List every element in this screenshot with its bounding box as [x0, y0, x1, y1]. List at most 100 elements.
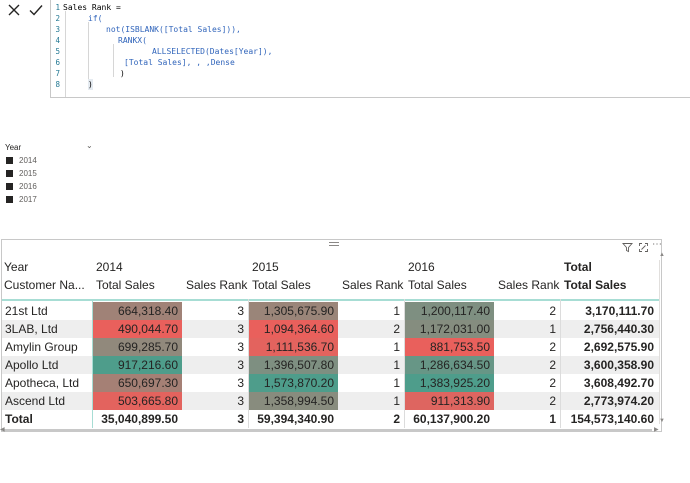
- line-number: 5: [55, 47, 60, 56]
- measure-header-total-sales[interactable]: Total Sales: [96, 278, 155, 292]
- total-sales-sum[interactable]: 59,394,340.90: [257, 412, 334, 426]
- row-label-customer[interactable]: Apotheca, Ltd: [5, 376, 80, 390]
- cell-grand-total[interactable]: 2,773,974.20: [583, 394, 654, 408]
- cell-sales-rank[interactable]: 3: [237, 340, 244, 354]
- cell-total-sales[interactable]: 911,313.90: [404, 392, 494, 410]
- cell-total-sales[interactable]: 490,044.70: [92, 320, 182, 338]
- slicer-item-2017[interactable]: 2017: [6, 193, 37, 205]
- cell-total-sales[interactable]: 699,285.70: [92, 338, 182, 356]
- total-sales-sum[interactable]: 35,040,899.50: [101, 412, 178, 426]
- total-sales-rank[interactable]: 1: [549, 412, 556, 426]
- checkbox-icon[interactable]: [6, 169, 13, 177]
- cell-total-sales[interactable]: 1,383,925.20: [404, 374, 494, 392]
- cell-sales-rank[interactable]: 1: [393, 394, 400, 408]
- cell-sales-rank[interactable]: 2: [393, 322, 400, 336]
- checkbox-icon[interactable]: [6, 182, 13, 190]
- cell-total-sales[interactable]: 1,094,364.60: [248, 320, 338, 338]
- close-icon[interactable]: [6, 2, 22, 18]
- row-label-customer[interactable]: Ascend Ltd: [5, 394, 66, 408]
- grand-total-value[interactable]: 154,573,140.60: [570, 412, 654, 426]
- total-sales-rank[interactable]: 2: [393, 412, 400, 426]
- checkbox-icon[interactable]: [6, 156, 13, 164]
- cell-sales-rank[interactable]: 1: [393, 376, 400, 390]
- cell-sales-rank[interactable]: 3: [237, 376, 244, 390]
- line-number: 7: [55, 69, 60, 78]
- more-options-icon[interactable]: ⋯: [652, 239, 662, 250]
- cell-total-sales[interactable]: 881,753.50: [404, 338, 494, 356]
- slicer-item-2014[interactable]: 2014: [6, 154, 37, 166]
- cell-sales-rank[interactable]: 3: [237, 322, 244, 336]
- drag-handle-icon[interactable]: [328, 241, 340, 247]
- focus-mode-icon[interactable]: [638, 242, 649, 253]
- table-row[interactable]: Amylin Group 699,285.70 3 1,111,536.70 1 881,…: [2, 338, 660, 356]
- cell-sales-rank[interactable]: 2: [549, 394, 556, 408]
- row-label-customer[interactable]: 21st Ltd: [5, 304, 48, 318]
- measure-header-sales-rank[interactable]: Sales Rank: [186, 278, 248, 292]
- slicer-item-2016[interactable]: 2016: [6, 180, 37, 192]
- table-row[interactable]: Ascend Ltd 503,665.80 3 1,358,994.50 1 911,31…: [2, 392, 660, 410]
- matrix-visual[interactable]: ⋯ Year Customer Na... 2014 2015 2016 Tot…: [1, 239, 665, 432]
- slicer-item-2015[interactable]: 2015: [6, 167, 37, 179]
- cell-sales-rank[interactable]: 2: [549, 304, 556, 318]
- scroll-left-icon[interactable]: ◀: [0, 427, 5, 433]
- cell-grand-total[interactable]: 2,692,575.90: [583, 340, 654, 354]
- measure-header-total-sales[interactable]: Total Sales: [564, 278, 627, 292]
- table-row[interactable]: 21st Ltd 664,318.40 3 1,305,675.90 1 1,200,11…: [2, 302, 660, 320]
- cell-total-sales[interactable]: 1,573,870.20: [248, 374, 338, 392]
- cell-total-sales[interactable]: 1,286,634.50: [404, 356, 494, 374]
- cell-total-sales[interactable]: 1,358,994.50: [248, 392, 338, 410]
- year-header-2015[interactable]: 2015: [252, 260, 279, 274]
- cell-sales-rank[interactable]: 3: [237, 358, 244, 372]
- scroll-right-icon[interactable]: ▶: [654, 427, 659, 433]
- total-sales-sum[interactable]: 60,137,900.20: [413, 412, 490, 426]
- cell-sales-rank[interactable]: 1: [393, 340, 400, 354]
- cell-sales-rank[interactable]: 2: [549, 340, 556, 354]
- cell-grand-total[interactable]: 2,756,440.30: [583, 322, 654, 336]
- cell-grand-total[interactable]: 3,600,358.90: [583, 358, 654, 372]
- measure-header-sales-rank[interactable]: Sales Rank: [342, 278, 404, 292]
- column-header-year[interactable]: Year: [4, 260, 29, 274]
- row-label-customer[interactable]: 3LAB, Ltd: [5, 322, 58, 336]
- cell-total-sales[interactable]: 664,318.40: [92, 302, 182, 320]
- cell-sales-rank[interactable]: 1: [393, 304, 400, 318]
- table-row[interactable]: Apollo Ltd 917,216.60 3 1,396,507.80 1 1,286,…: [2, 356, 660, 374]
- cell-total-sales[interactable]: 1,172,031.00: [404, 320, 494, 338]
- chevron-down-icon[interactable]: ⌄: [86, 141, 93, 150]
- cell-sales-rank[interactable]: 3: [237, 304, 244, 318]
- cell-sales-rank[interactable]: 1: [549, 322, 556, 336]
- scroll-up-icon[interactable]: ▲: [659, 252, 665, 258]
- horizontal-scrollbar[interactable]: [4, 429, 652, 432]
- row-label-customer[interactable]: Amylin Group: [5, 340, 78, 354]
- table-row[interactable]: Apotheca, Ltd 650,697.30 3 1,573,870.20 1 1,3…: [2, 374, 660, 392]
- cell-total-sales[interactable]: 650,697.30: [92, 374, 182, 392]
- checkbox-icon[interactable]: [6, 195, 13, 203]
- vertical-scrollbar[interactable]: [659, 260, 660, 424]
- year-header-total[interactable]: Total: [564, 260, 592, 274]
- cell-total-sales[interactable]: 1,305,675.90: [248, 302, 338, 320]
- scroll-down-icon[interactable]: ▼: [659, 418, 665, 424]
- year-header-2014[interactable]: 2014: [96, 260, 123, 274]
- cell-grand-total[interactable]: 3,170,111.70: [585, 304, 654, 318]
- check-icon[interactable]: [28, 2, 44, 18]
- table-row[interactable]: 3LAB, Ltd 490,044.70 3 1,094,364.60 2 1,172,0…: [2, 320, 660, 338]
- year-header-2016[interactable]: 2016: [408, 260, 435, 274]
- cell-sales-rank[interactable]: 2: [549, 358, 556, 372]
- cell-sales-rank[interactable]: 2: [549, 376, 556, 390]
- cell-sales-rank[interactable]: 1: [393, 358, 400, 372]
- dax-formula-editor[interactable]: 1 2 3 4 5 6 7 8 Sales Rank = if( not(ISB…: [50, 0, 690, 98]
- total-sales-rank[interactable]: 3: [237, 412, 244, 426]
- measure-header-total-sales[interactable]: Total Sales: [408, 278, 467, 292]
- cell-total-sales[interactable]: 1,200,117.40: [404, 302, 494, 320]
- row-header-customer[interactable]: Customer Na...: [4, 278, 85, 292]
- measure-header-sales-rank[interactable]: Sales Rank: [498, 278, 560, 292]
- cell-sales-rank[interactable]: 3: [237, 394, 244, 408]
- cell-total-sales[interactable]: 917,216.60: [92, 356, 182, 374]
- cell-grand-total[interactable]: 3,608,492.70: [583, 376, 654, 390]
- row-label-customer[interactable]: Apollo Ltd: [5, 358, 59, 372]
- totals-row[interactable]: Total 35,040,899.50 3 59,394,340.90 2 60,137,…: [2, 410, 660, 428]
- cell-total-sales[interactable]: 503,665.80: [92, 392, 182, 410]
- cell-total-sales[interactable]: 1,396,507.80: [248, 356, 338, 374]
- filter-icon[interactable]: [622, 242, 633, 253]
- cell-total-sales[interactable]: 1,111,536.70: [248, 338, 338, 356]
- measure-header-total-sales[interactable]: Total Sales: [252, 278, 311, 292]
